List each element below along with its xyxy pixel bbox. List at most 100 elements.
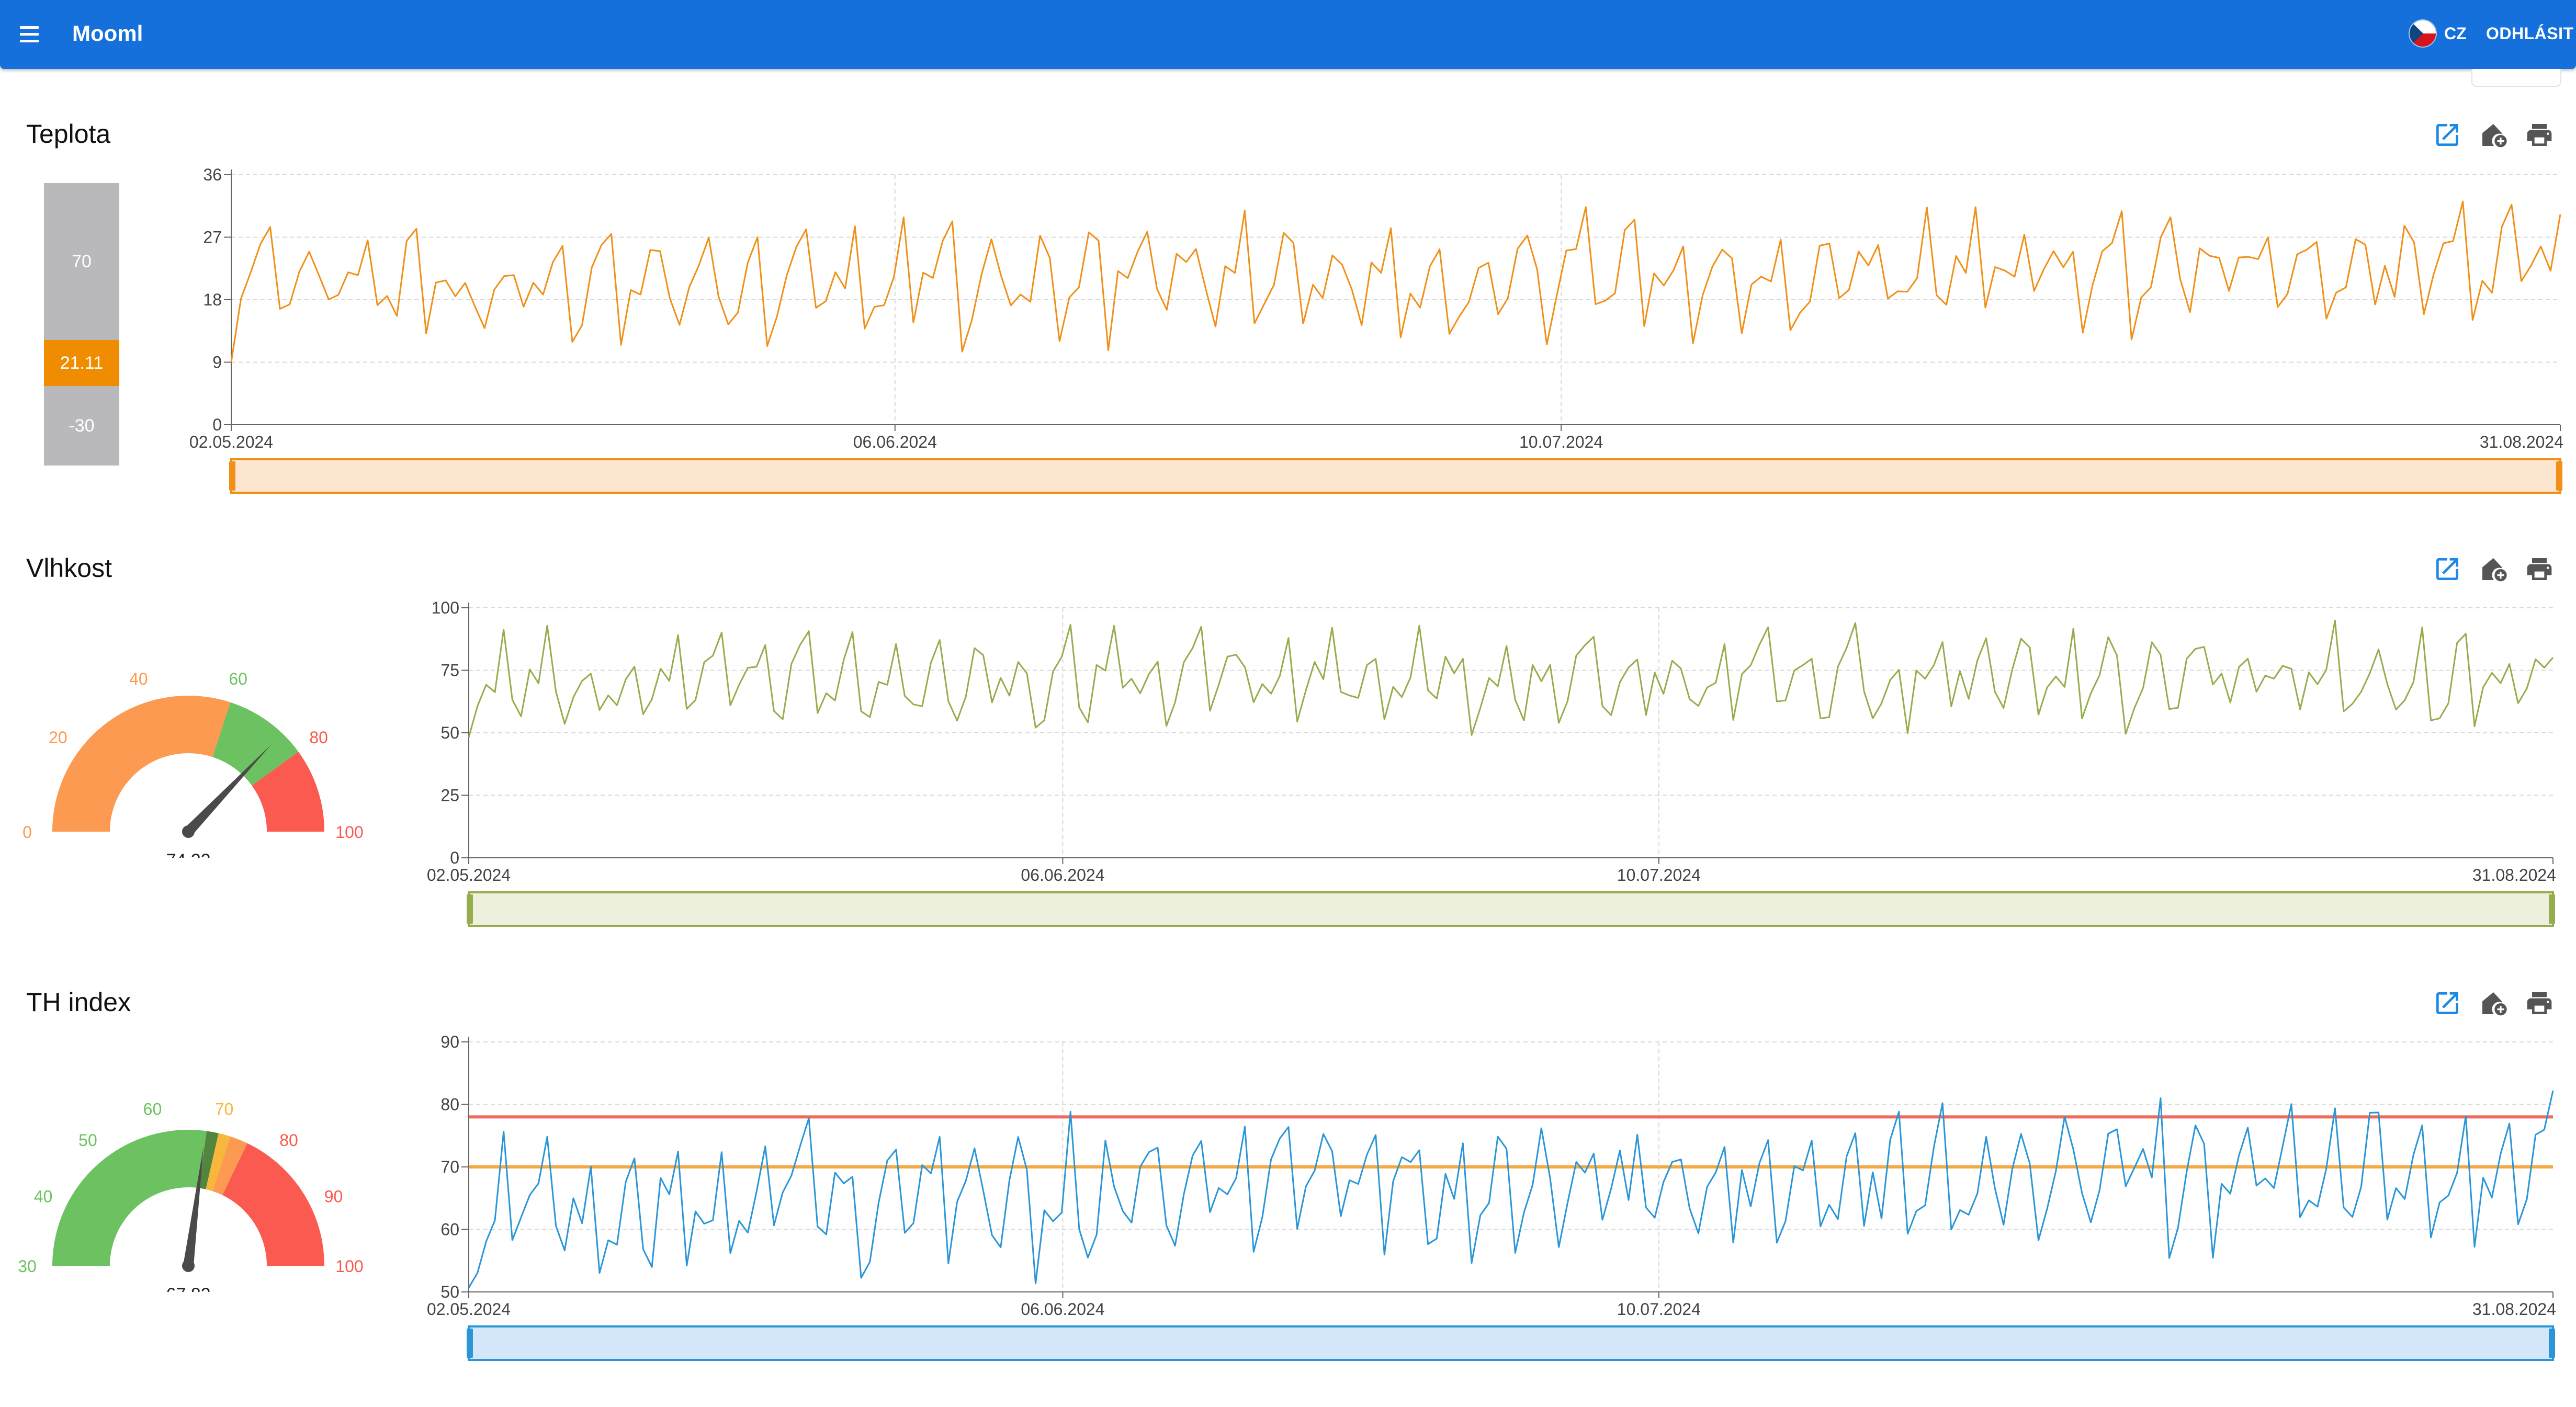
humidity-gauge: 0 20 40 60 80 100 74.22 bbox=[22, 670, 364, 858]
y-tick-label: 27 bbox=[203, 228, 222, 247]
range-handle-left bbox=[229, 461, 235, 491]
czech-flag-icon bbox=[2410, 20, 2436, 47]
x-tick-label: 02.05.2024 bbox=[189, 433, 273, 451]
y-tick-label: 60 bbox=[440, 1220, 459, 1239]
gauge-needle-hub bbox=[182, 825, 195, 838]
gauge-tick-label: 90 bbox=[324, 1187, 343, 1206]
gauge-tick-label: 60 bbox=[229, 670, 247, 688]
series-line bbox=[468, 619, 2554, 738]
series-line bbox=[230, 200, 2561, 362]
thermometer-max-label: 70 bbox=[44, 183, 119, 340]
y-tick-label: 100 bbox=[432, 598, 459, 617]
section-toolbar bbox=[2433, 986, 2563, 1020]
gauge-tick-label: 50 bbox=[78, 1131, 97, 1150]
gauge-tick-label: 30 bbox=[18, 1257, 37, 1276]
y-tick-label: 75 bbox=[440, 661, 459, 680]
gauge-needle bbox=[184, 744, 272, 835]
range-selector bbox=[230, 458, 2561, 494]
series-line bbox=[468, 1090, 2554, 1288]
section-title: Vlhkost bbox=[26, 553, 112, 583]
gauge-tick-label: 20 bbox=[49, 728, 67, 747]
gauge-tick-label: 0 bbox=[22, 823, 32, 842]
gauge-band bbox=[199, 1131, 219, 1189]
gauge-band bbox=[206, 1133, 231, 1192]
gauge-band bbox=[52, 1130, 207, 1266]
collapsed-panel-tab bbox=[2471, 69, 2561, 87]
gauge-tick-label: 40 bbox=[34, 1187, 53, 1206]
th-index-gauge: 30 40 50 60 70 80 90 100 67.82 bbox=[18, 1100, 363, 1292]
gauge-band bbox=[212, 1136, 247, 1195]
gauge-band bbox=[212, 702, 299, 786]
language-label: CZ bbox=[2444, 24, 2467, 43]
th-index-section: TH index 30 40 50 60 70 80 90 100 67.82 50 60 70 80… bbox=[0, 973, 2576, 1407]
x-tick-label: 31.08.2024 bbox=[2480, 433, 2563, 451]
section-title: Teplota bbox=[26, 119, 111, 149]
x-tick-label: 10.07.2024 bbox=[1617, 1300, 1701, 1319]
y-tick-label: 50 bbox=[440, 723, 459, 742]
print-icon[interactable] bbox=[2525, 554, 2554, 584]
y-tick-label: 70 bbox=[440, 1158, 459, 1176]
x-tick-label: 06.06.2024 bbox=[853, 433, 937, 451]
x-tick-label: 31.08.2024 bbox=[2472, 1300, 2556, 1319]
app-title: Mooml bbox=[72, 21, 143, 46]
open-in-new-icon[interactable] bbox=[2433, 989, 2462, 1018]
open-in-new-icon[interactable] bbox=[2433, 120, 2462, 150]
range-handle-right bbox=[2549, 1329, 2555, 1358]
language-switcher[interactable]: CZ bbox=[2410, 18, 2467, 49]
gauge-value-label: 74.22 bbox=[166, 850, 210, 858]
y-tick-label: 25 bbox=[440, 786, 459, 805]
x-tick-label: 06.06.2024 bbox=[1021, 1300, 1104, 1319]
y-tick-label: 9 bbox=[212, 353, 222, 372]
gauge-tick-label: 100 bbox=[335, 1257, 363, 1276]
section-title: TH index bbox=[26, 988, 131, 1017]
y-tick-label: 50 bbox=[440, 1283, 459, 1301]
thermometer-widget: 70 21.11 -30 bbox=[44, 183, 119, 466]
add-to-home-icon[interactable] bbox=[2479, 120, 2508, 150]
gauge-band bbox=[52, 696, 231, 832]
y-tick-label: 0 bbox=[450, 848, 459, 867]
temperature-section: Teplota 70 21.11 -30 0 9 18 27 36 02.05.2024 0… bbox=[0, 105, 2576, 539]
section-toolbar bbox=[2433, 118, 2563, 152]
gauge-needle bbox=[183, 1146, 204, 1267]
range-handle-right bbox=[2556, 461, 2562, 491]
add-to-home-icon[interactable] bbox=[2479, 554, 2508, 584]
gauge-band bbox=[252, 752, 324, 832]
gauge-tick-label: 80 bbox=[309, 728, 328, 747]
section-toolbar bbox=[2433, 552, 2563, 586]
open-in-new-icon[interactable] bbox=[2433, 554, 2462, 584]
logout-button[interactable]: ODHLÁSIT bbox=[2486, 24, 2574, 43]
th-index-chart: 50 60 70 80 90 02.05.2024 06.06.2024 10.07.2024… bbox=[427, 1032, 2556, 1361]
x-tick-label: 10.07.2024 bbox=[1519, 433, 1603, 451]
y-tick-label: 0 bbox=[212, 415, 222, 434]
gauge-band bbox=[222, 1143, 324, 1266]
x-tick-label: 02.05.2024 bbox=[427, 1300, 511, 1319]
add-to-home-icon[interactable] bbox=[2479, 989, 2508, 1018]
thermometer-value: 21.11 bbox=[44, 340, 119, 386]
gauge-tick-label: 80 bbox=[279, 1131, 298, 1150]
y-tick-label: 18 bbox=[203, 290, 222, 309]
print-icon[interactable] bbox=[2525, 120, 2554, 150]
range-selector bbox=[468, 891, 2554, 927]
thermometer-min-label: -30 bbox=[44, 386, 119, 466]
x-tick-label: 31.08.2024 bbox=[2472, 866, 2556, 884]
x-tick-label: 02.05.2024 bbox=[427, 866, 511, 884]
range-handle-right bbox=[2549, 894, 2555, 924]
y-tick-label: 80 bbox=[440, 1095, 459, 1114]
temperature-chart: 0 9 18 27 36 02.05.2024 06.06.2024 10.07.2024 31… bbox=[189, 165, 2563, 494]
app-bar: Mooml CZ ODHLÁSIT bbox=[0, 0, 2576, 69]
gauge-tick-label: 100 bbox=[335, 823, 363, 842]
gauge-needle-hub bbox=[182, 1260, 195, 1272]
y-tick-label: 90 bbox=[440, 1032, 459, 1051]
gauge-tick-label: 40 bbox=[129, 670, 148, 688]
x-tick-label: 10.07.2024 bbox=[1617, 866, 1701, 884]
humidity-section: Vlhkost 0 20 40 60 80 100 74.22 0 25 50 75 100 02.0… bbox=[0, 539, 2576, 973]
x-tick-label: 06.06.2024 bbox=[1021, 866, 1104, 884]
humidity-chart: 0 25 50 75 100 02.05.2024 06.06.2024 10.07.2024… bbox=[427, 598, 2556, 927]
print-icon[interactable] bbox=[2525, 989, 2554, 1018]
range-handle-left bbox=[467, 894, 473, 924]
gauge-tick-label: 70 bbox=[215, 1100, 234, 1119]
menu-icon[interactable] bbox=[18, 23, 41, 46]
range-selector bbox=[468, 1325, 2554, 1361]
gauge-tick-label: 60 bbox=[143, 1100, 162, 1119]
range-handle-left bbox=[467, 1329, 473, 1358]
